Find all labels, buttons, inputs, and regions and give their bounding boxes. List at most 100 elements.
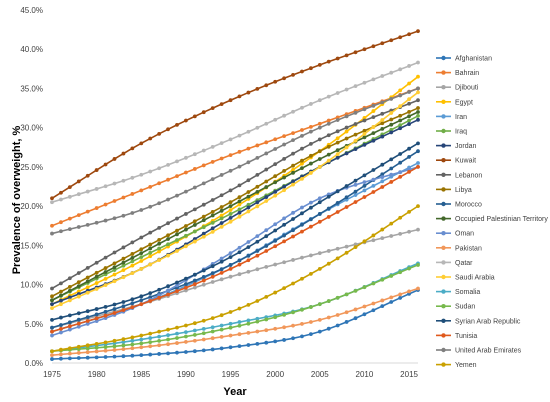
series-point xyxy=(255,86,260,91)
series-point xyxy=(380,111,385,116)
series-point xyxy=(201,318,206,323)
series-point xyxy=(237,320,242,324)
series-point xyxy=(121,213,126,218)
series-point xyxy=(148,184,153,189)
series-point xyxy=(317,329,322,334)
legend-label: Egypt xyxy=(455,99,473,106)
series-point xyxy=(210,336,215,341)
series-point xyxy=(273,147,278,151)
y-tick-label: 10.0% xyxy=(20,281,43,290)
series-point xyxy=(59,323,63,327)
series-point xyxy=(264,195,269,199)
series-point xyxy=(103,304,108,309)
series-point xyxy=(317,251,322,256)
series-point xyxy=(94,341,99,346)
series-point xyxy=(362,188,367,193)
series-point xyxy=(291,138,295,143)
series-tunisia xyxy=(50,164,420,334)
series-point xyxy=(317,196,322,201)
series-point xyxy=(103,270,108,274)
legend-label: Morocco xyxy=(455,202,482,209)
series-point xyxy=(326,215,331,219)
series-point xyxy=(148,262,153,267)
series-point xyxy=(192,333,197,337)
x-axis-ticks: 1975 1980 1985 1990 1995 2000 2005 2010 2015 xyxy=(43,370,418,379)
series-point xyxy=(416,86,420,91)
series-point xyxy=(192,219,197,224)
series-point xyxy=(326,59,331,64)
series-point xyxy=(335,189,340,194)
series-point xyxy=(335,246,340,251)
series-point xyxy=(139,247,144,252)
series-point xyxy=(184,170,188,175)
series-point xyxy=(335,91,340,95)
series-point xyxy=(380,175,385,180)
series-point xyxy=(210,144,215,149)
series-point xyxy=(175,336,179,340)
series-point xyxy=(112,265,117,270)
series-point xyxy=(416,161,420,165)
series-libya xyxy=(50,106,420,299)
series-point xyxy=(130,146,135,151)
series-point xyxy=(184,212,188,216)
series-point xyxy=(85,209,90,214)
series-point xyxy=(237,306,242,311)
series-point xyxy=(416,98,420,103)
series-point xyxy=(273,262,278,267)
series-point xyxy=(389,122,394,127)
series-point xyxy=(175,159,179,164)
series-point xyxy=(130,175,135,180)
series-point xyxy=(237,344,242,349)
series-point xyxy=(175,122,179,127)
series-point xyxy=(291,131,295,135)
series-point xyxy=(335,295,340,300)
series-point xyxy=(50,298,54,303)
series-point xyxy=(210,280,215,284)
series-point xyxy=(148,344,153,349)
legend-item: Morocco xyxy=(436,202,482,209)
series-point xyxy=(344,292,349,297)
series-point xyxy=(273,326,278,331)
series-point xyxy=(139,188,144,193)
series-point xyxy=(201,225,206,230)
series-point xyxy=(308,142,313,146)
series-point xyxy=(246,194,251,199)
x-tick-label: 2010 xyxy=(356,370,374,379)
legend-label: Bahrain xyxy=(455,70,479,77)
series-point xyxy=(246,343,251,347)
series-point xyxy=(228,255,233,259)
series-point xyxy=(219,313,224,318)
legend-swatch-marker xyxy=(441,333,446,338)
series-point xyxy=(246,190,251,194)
series-point xyxy=(317,212,322,216)
legend-label: Tunisia xyxy=(455,333,477,340)
series-point xyxy=(264,151,269,156)
legend-item: Tunisia xyxy=(436,333,477,340)
series-point xyxy=(85,290,90,295)
series-point xyxy=(416,117,420,122)
series-point xyxy=(184,285,188,290)
series-point xyxy=(291,336,295,341)
series-point xyxy=(407,90,411,94)
series-point xyxy=(192,167,197,171)
series-point xyxy=(326,261,331,266)
y-tick-label: 25.0% xyxy=(20,163,43,172)
series-point xyxy=(50,302,54,307)
series-point xyxy=(246,205,251,210)
series-point xyxy=(371,44,376,49)
series-point xyxy=(192,239,197,244)
series-point xyxy=(85,319,90,323)
series-point xyxy=(389,180,394,184)
series-point xyxy=(362,80,367,85)
series-point xyxy=(59,327,63,331)
legend-item: Afghanistan xyxy=(436,56,492,63)
series-point xyxy=(407,169,411,174)
series-point xyxy=(184,288,188,293)
series-point xyxy=(67,276,72,281)
series-point xyxy=(112,216,117,221)
series-point xyxy=(166,253,170,258)
series-point xyxy=(85,355,90,360)
legend-label: Pakistan xyxy=(455,245,482,252)
series-point xyxy=(398,35,403,40)
